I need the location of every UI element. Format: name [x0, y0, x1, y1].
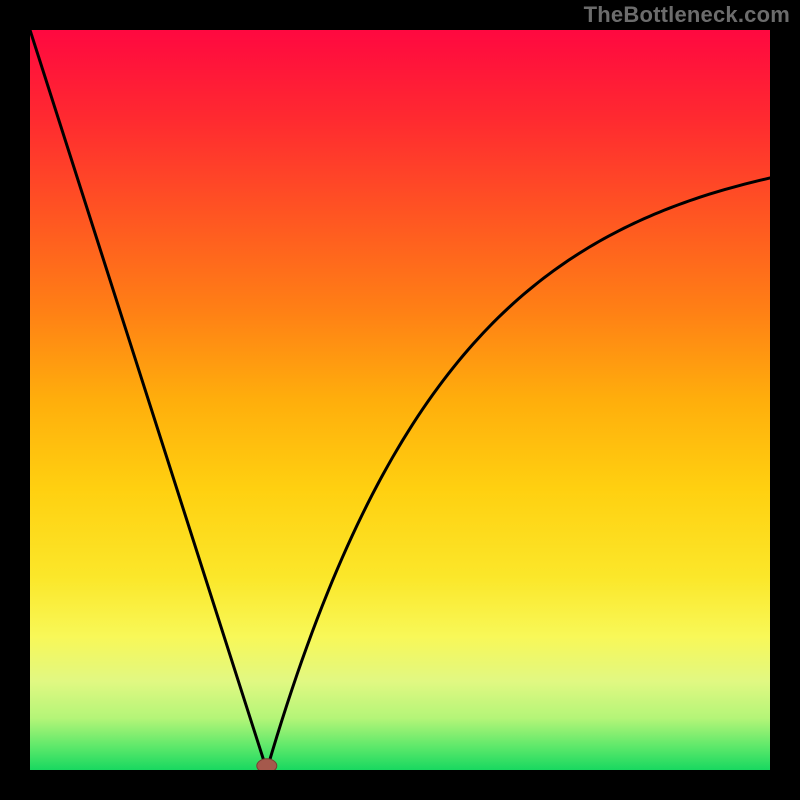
- chart-svg: [30, 30, 770, 770]
- chart-background: [30, 30, 770, 770]
- chart-frame: TheBottleneck.com: [0, 0, 800, 800]
- plot-area: [30, 30, 770, 770]
- minimum-marker: [257, 759, 277, 770]
- watermark-text: TheBottleneck.com: [584, 2, 790, 28]
